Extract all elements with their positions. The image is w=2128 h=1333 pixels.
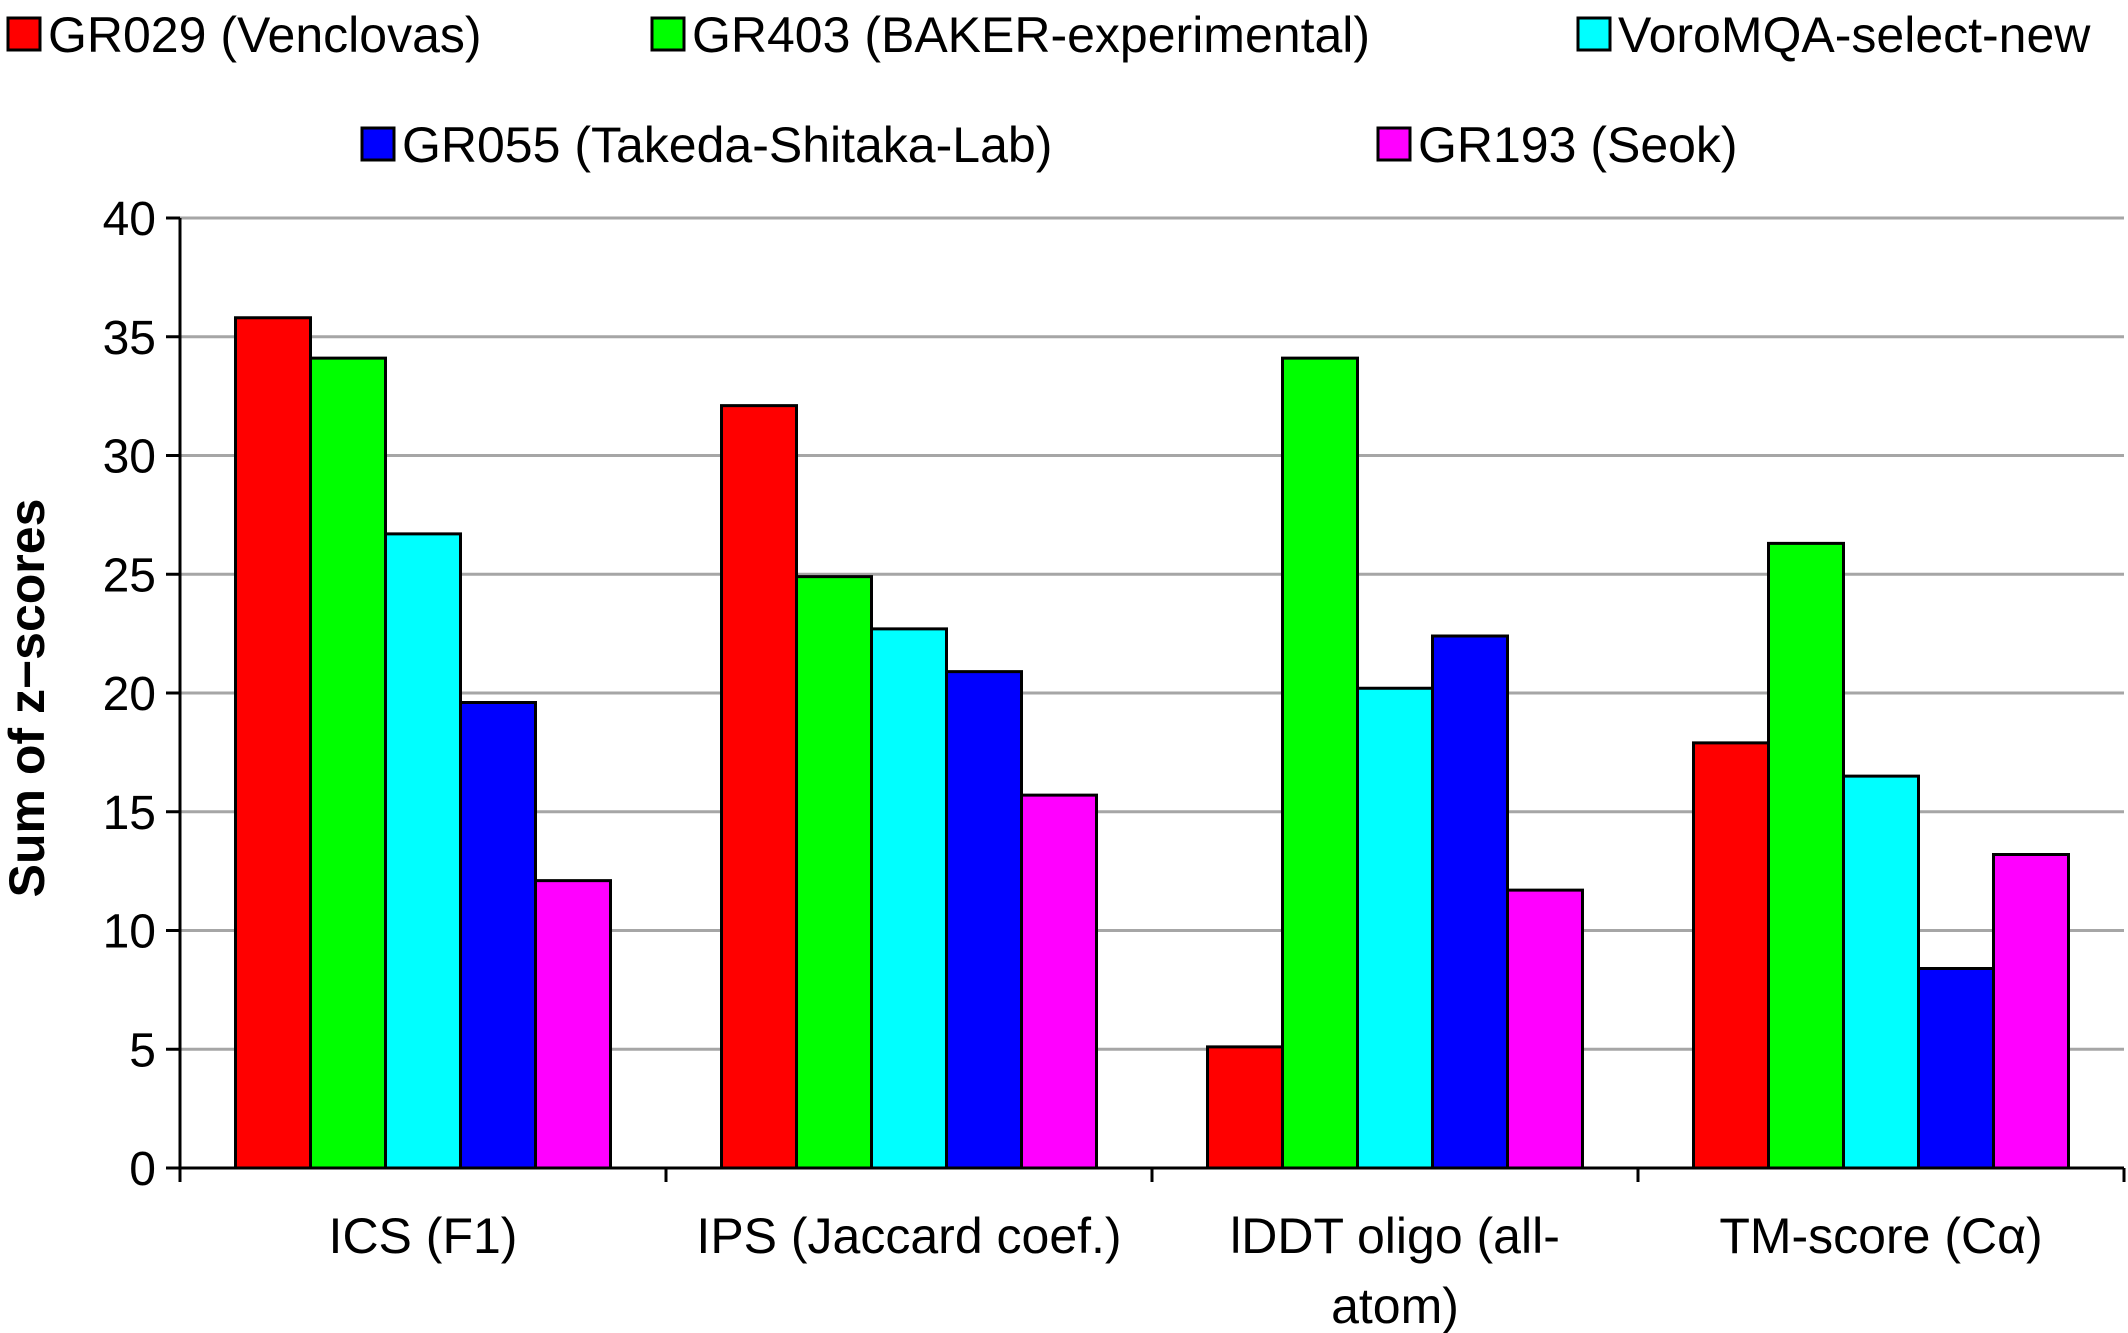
legend-swatch [6, 16, 42, 52]
y-tick-label: 15 [103, 787, 156, 840]
legend-label: VoroMQA-select-new [1618, 7, 2091, 63]
x-category-label: lDDT oligo (all- [1230, 1208, 1560, 1264]
y-tick-label: 30 [103, 431, 156, 484]
bar-5-2 [1020, 793, 1098, 1170]
bar-4-3 [1431, 634, 1509, 1170]
bar-2-3 [1281, 356, 1359, 1170]
bar-2-2 [795, 575, 873, 1170]
legend: GR029 (Venclovas) GR403 (BAKER-experiment… [6, 7, 2091, 173]
bar-4-4 [1917, 967, 1995, 1170]
bar-2-4 [1767, 541, 1845, 1170]
bar-1-2 [720, 404, 798, 1170]
legend-label: GR055 (Takeda-Shitaka-Lab) [402, 117, 1052, 173]
y-tick-label: 40 [103, 193, 156, 246]
legend-label: GR403 (BAKER-experimental) [692, 7, 1370, 63]
legend-swatch [650, 16, 686, 52]
axes [166, 216, 2126, 1182]
bar-3-3 [1356, 686, 1434, 1170]
bar-3-4 [1842, 774, 1920, 1170]
y-tick-label: 25 [103, 549, 156, 602]
bar-5-4 [1992, 853, 2070, 1170]
bar-3-1 [384, 532, 462, 1170]
legend-swatch [1576, 16, 1612, 52]
bar-1-3 [1206, 1045, 1284, 1170]
legend-label: GR193 (Seok) [1418, 117, 1738, 173]
x-category-label: atom) [1331, 1278, 1459, 1333]
y-axis-title: Sum of z−scores [0, 499, 55, 898]
y-tick-label: 5 [129, 1024, 156, 1077]
legend-swatch [1376, 126, 1412, 162]
x-category-label: IPS (Jaccard coef.) [696, 1208, 1121, 1264]
bar-4-2 [945, 670, 1023, 1170]
bar-5-1 [534, 879, 612, 1170]
bar-3-2 [870, 627, 948, 1170]
x-category-label: TM-score (Cα) [1719, 1208, 2042, 1264]
y-tick-label: 10 [103, 906, 156, 959]
legend-swatch [360, 126, 396, 162]
bar-5-3 [1506, 888, 1584, 1170]
x-category-label: ICS (F1) [329, 1208, 518, 1264]
legend-label: GR029 (Venclovas) [48, 7, 482, 63]
bar-1-1 [234, 316, 312, 1170]
axis-labels: 0 5 10 15 20 25 30 35 40 ICS (F1) IPS (Jaccard coe… [0, 193, 2043, 1333]
bar-1-4 [1692, 741, 1770, 1170]
bar-4-1 [459, 701, 537, 1170]
y-tick-label: 20 [103, 668, 156, 721]
bar-2-1 [309, 356, 387, 1170]
y-tick-label: 35 [103, 312, 156, 365]
bars [234, 316, 2070, 1170]
y-tick-label: 0 [129, 1143, 156, 1196]
